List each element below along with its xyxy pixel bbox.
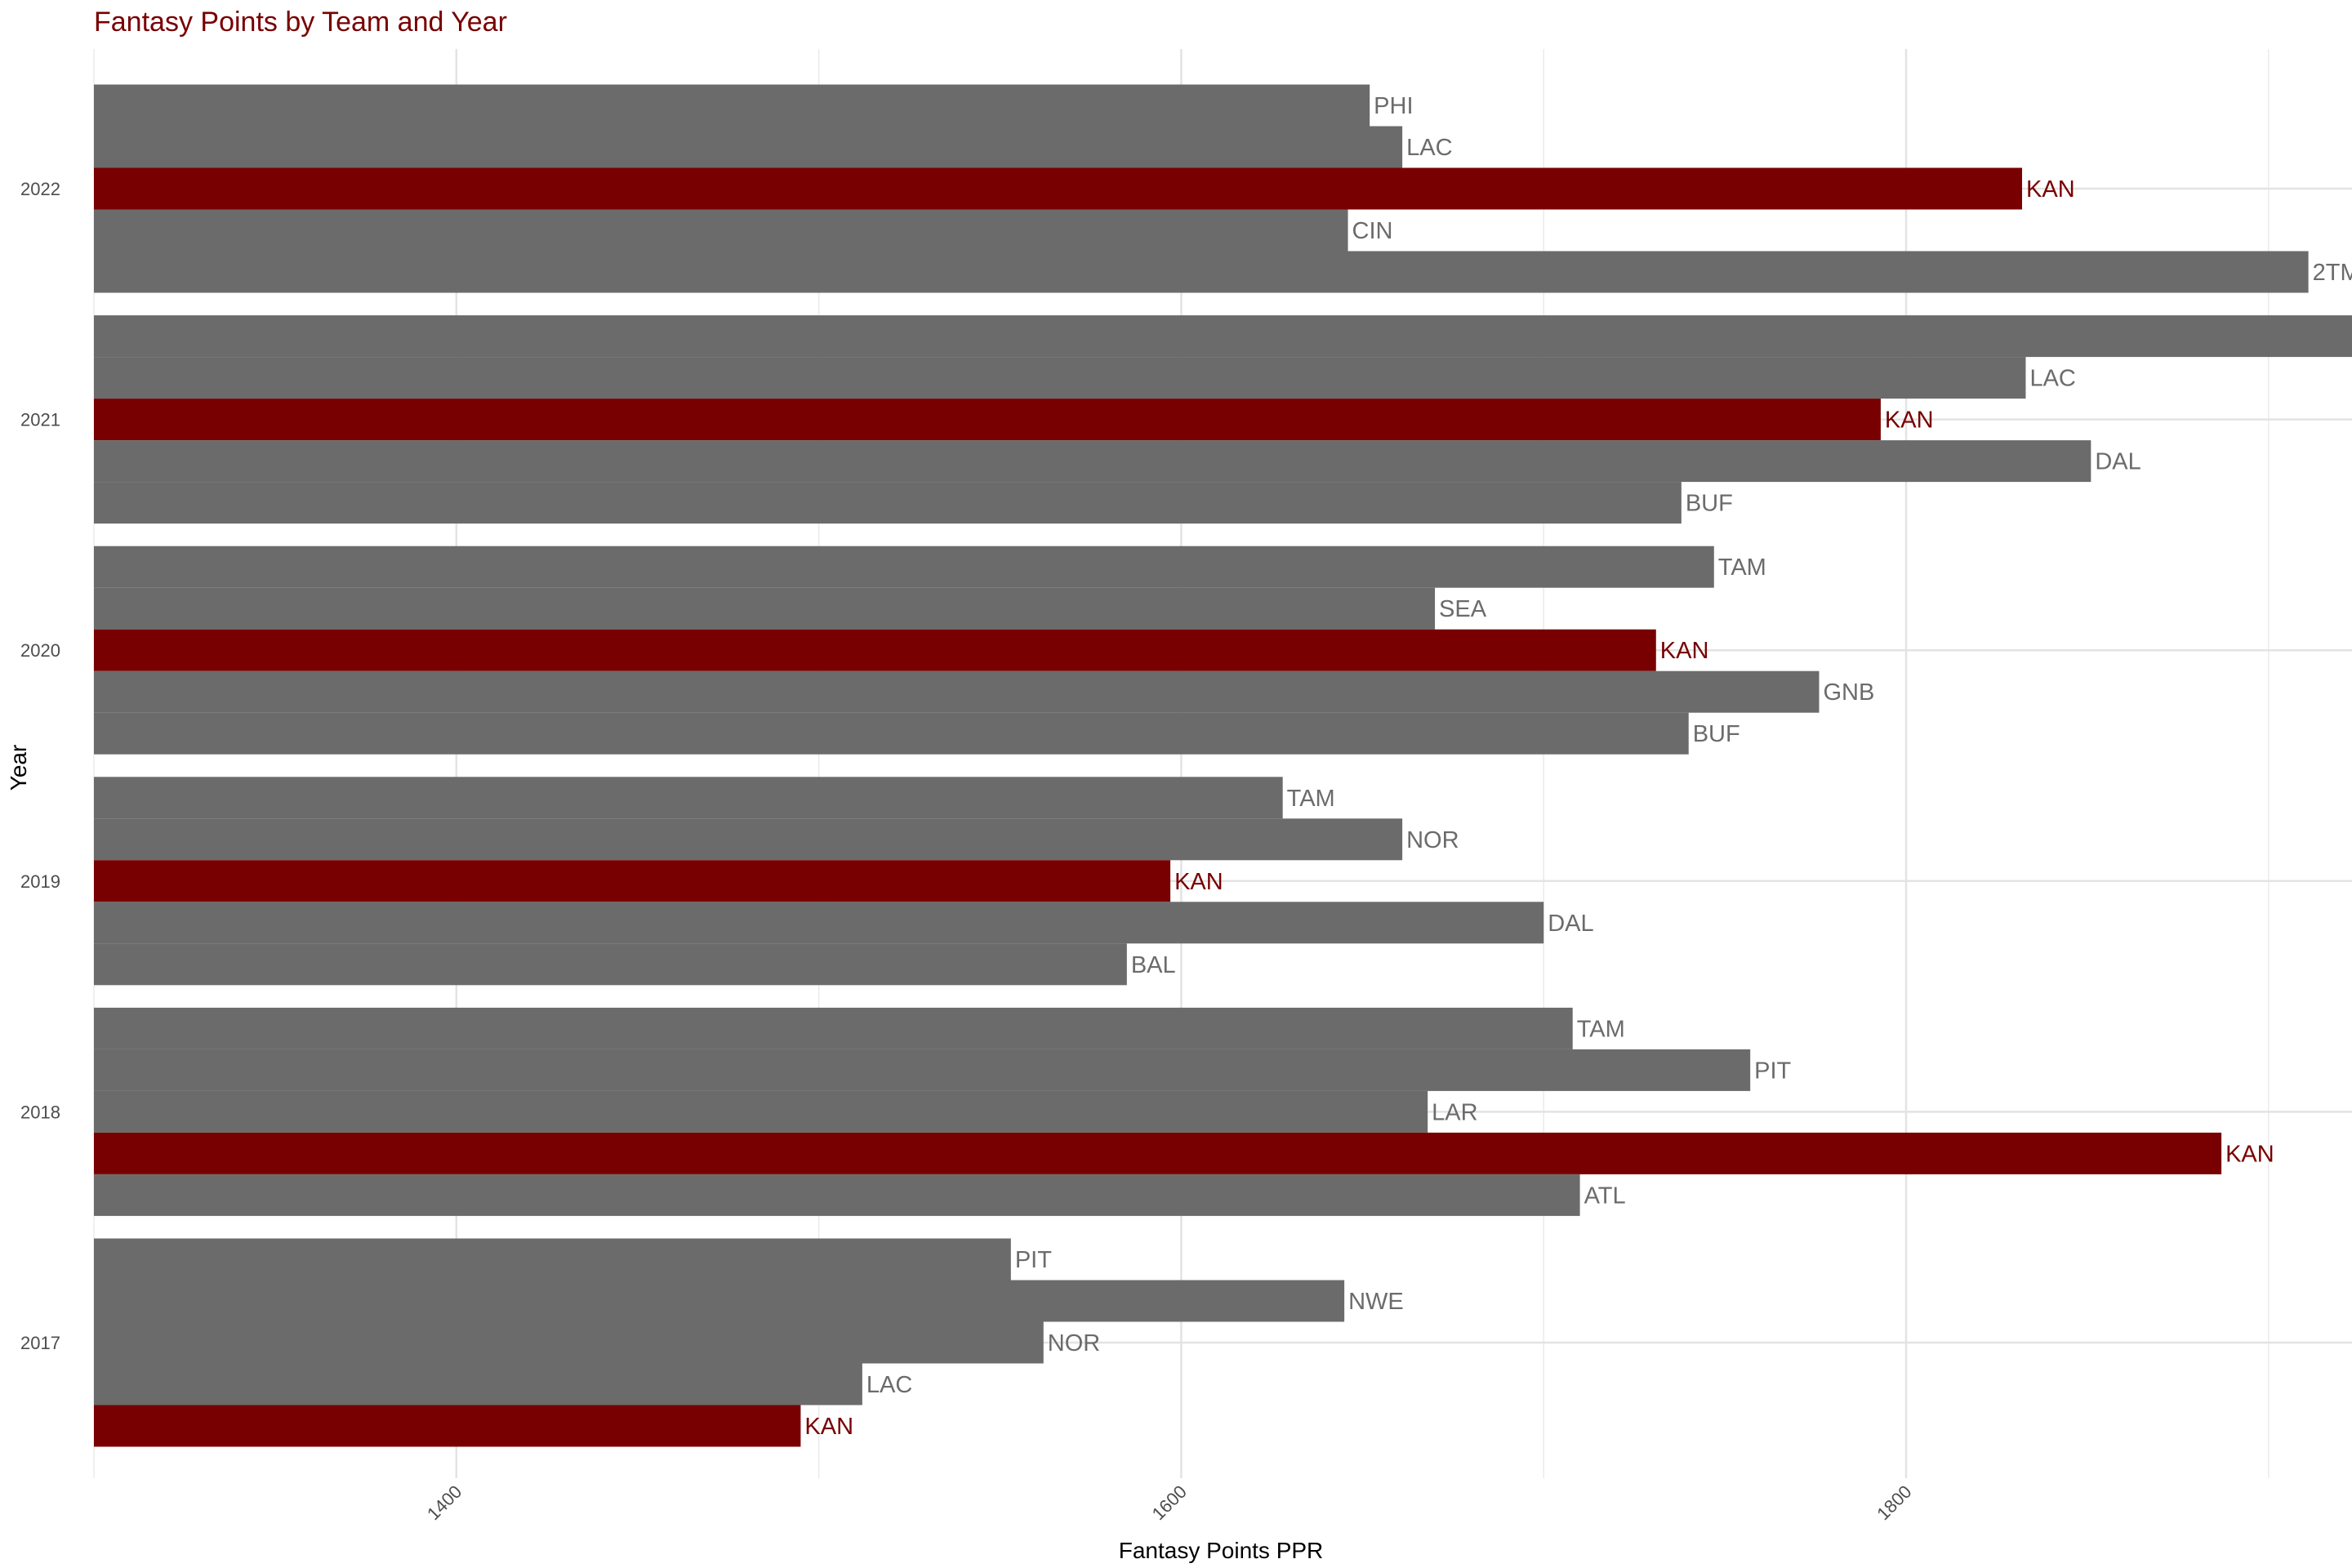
bar-label: PIT [1754,1058,1791,1084]
y-tick-label: 2018 [20,1102,60,1122]
bar-label: NOR [1406,827,1459,853]
bar-label: KAN [1885,408,1934,434]
bar-label: ATL [1584,1183,1626,1209]
bar [94,902,1544,944]
bar [94,670,1820,713]
bar [94,1363,862,1405]
bar-label: KAN [1660,638,1709,664]
bar-label: LAR [1432,1099,1477,1125]
bar [94,943,1127,986]
bar-label: LAC [2029,366,2075,392]
bar-labels-layer: PHI LAC KAN CIN 2TM TAM LAC KAN DAL BUF TAM SEA KAN G… [804,93,2352,1440]
bar [94,482,1682,524]
bar-label: KAN [804,1414,853,1440]
bar [94,167,2023,210]
y-tick-label: 2021 [20,410,60,430]
bar [94,1321,1044,1364]
bar [94,1007,1573,1049]
y-tick-label: 2020 [20,640,60,661]
y-tick-label: 2017 [20,1333,60,1353]
bar [94,629,1656,671]
bar [94,1090,1428,1133]
bar-label: GNB [1823,679,1874,706]
bar [94,712,1689,755]
bar-label: DAL [2095,449,2140,475]
chart-title: Fantasy Points by Team and Year [94,7,507,38]
bar [94,1049,1751,1091]
bar-label: PHI [1374,93,1413,119]
bar-label: DAL [1548,911,1593,937]
bar [94,1280,1345,1322]
bar [94,546,1714,588]
bar-label: NOR [1048,1330,1100,1356]
bars-layer [94,84,2352,1447]
bar-label: NWE [1348,1289,1404,1315]
bar [94,587,1436,630]
bar [94,315,2352,358]
bar [94,1174,1580,1216]
bar [94,399,1881,441]
bar-label: BAL [1131,952,1176,978]
bar [94,860,1171,902]
bar-label: LAC [866,1372,912,1398]
y-axis-title: Year [6,745,31,791]
bar-label: BUF [1693,721,1740,747]
bar [94,1238,1011,1281]
bar-label: 2TM [2313,260,2352,286]
bar [94,126,1403,168]
bar [94,777,1283,819]
bar [94,84,1370,127]
bar-label: SEA [1439,596,1487,622]
bar [94,818,1403,861]
bar-label: KAN [1174,869,1223,895]
bar [94,1132,2222,1174]
y-tick-label: 2019 [20,871,60,892]
bar-label: BUF [1686,491,1733,517]
bar-label: KAN [2225,1141,2274,1167]
bar-label: CIN [1352,218,1393,244]
bar [94,1405,801,1447]
bar-label: KAN [2026,176,2075,203]
bar-label: LAC [1406,135,1452,161]
bar [94,209,1348,252]
bar [94,251,2309,293]
y-tick-label: 2022 [20,179,60,199]
y-axis-tick-labels: 2022 2021 2020 2019 2018 2017 [20,179,60,1353]
bar-label: TAM [1718,555,1766,581]
bar-label: TAM [1577,1016,1625,1042]
x-axis-title: Fantasy Points PPR [1119,1538,1324,1563]
bar-label: TAM [1287,786,1335,812]
bar [94,440,2091,483]
bar-label: PIT [1015,1247,1052,1273]
bar [94,357,2026,399]
